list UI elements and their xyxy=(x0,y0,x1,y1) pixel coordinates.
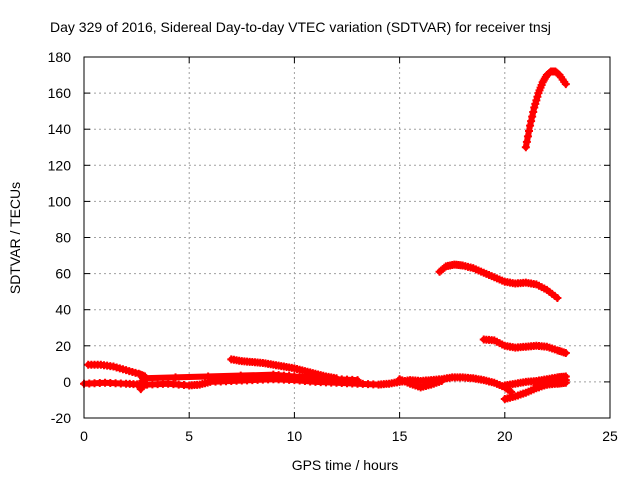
y-tick-label: 40 xyxy=(55,302,71,318)
x-tick-label: 0 xyxy=(80,428,88,444)
data-point xyxy=(527,117,536,126)
y-tick-label: -20 xyxy=(51,410,71,426)
y-axis-title: SDTVAR / TECUs xyxy=(7,182,23,294)
data-point xyxy=(529,108,538,117)
data-series xyxy=(395,375,446,392)
y-tick-label: 20 xyxy=(55,338,71,354)
y-tick-label: 120 xyxy=(48,157,72,173)
data-point xyxy=(553,293,562,302)
y-tick-label: 0 xyxy=(63,374,71,390)
x-tick-label: 5 xyxy=(185,428,193,444)
data-points xyxy=(80,67,570,404)
data-series xyxy=(84,360,150,381)
y-tick-label: 80 xyxy=(55,230,71,246)
data-point xyxy=(524,127,533,136)
grid-lines xyxy=(84,57,610,418)
y-tick-label: 160 xyxy=(48,85,72,101)
data-point xyxy=(138,374,147,383)
plot-frame xyxy=(83,56,611,419)
data-series xyxy=(500,372,570,390)
data-series xyxy=(435,260,562,302)
data-point xyxy=(561,378,570,387)
y-tick-label: 100 xyxy=(48,193,72,209)
data-series xyxy=(521,67,570,152)
data-point xyxy=(561,349,570,358)
x-tick-label: 15 xyxy=(392,428,408,444)
x-tick-label: 25 xyxy=(602,428,618,444)
data-point xyxy=(523,132,532,141)
x-axis-title: GPS time / hours xyxy=(292,457,399,473)
data-point xyxy=(171,373,180,382)
x-tick-label: 20 xyxy=(497,428,513,444)
tick-labels: 0 5 10 15 20 25 -20 0 20 40 60 80 100 120 140 160 180 xyxy=(48,49,618,444)
data-point xyxy=(521,143,530,152)
data-point xyxy=(437,376,446,385)
data-series xyxy=(136,370,362,394)
data-point xyxy=(561,80,570,89)
y-tick-label: 180 xyxy=(48,49,72,65)
data-point xyxy=(528,112,537,121)
data-point xyxy=(353,376,362,385)
data-series xyxy=(479,335,570,358)
data-point xyxy=(204,372,213,381)
data-point xyxy=(236,371,245,380)
data-point xyxy=(522,137,531,146)
chart-title: Day 329 of 2016, Sidereal Day-to-day VTE… xyxy=(50,19,551,35)
data-point xyxy=(526,121,535,130)
y-tick-label: 60 xyxy=(55,266,71,282)
x-tick-label: 10 xyxy=(287,428,303,444)
data-series xyxy=(532,378,570,390)
y-tick-label: 140 xyxy=(48,121,72,137)
